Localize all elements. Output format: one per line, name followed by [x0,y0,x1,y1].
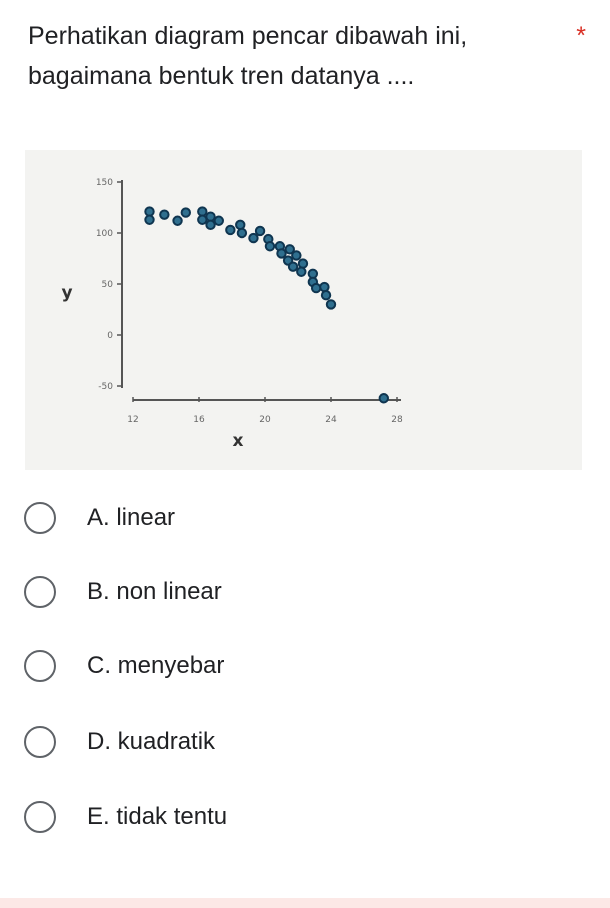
data-point [205,211,216,222]
y-tick-label: 0 [107,331,113,341]
question-text-line2: bagaimana bentuk tren datanya .... [28,62,415,90]
data-point [320,290,332,301]
option-label: C. menyebar [87,652,225,679]
x-tick-label: 24 [325,415,337,425]
radio-button[interactable] [24,801,56,833]
data-point [248,232,259,244]
data-point [144,214,155,225]
data-point [213,215,225,226]
scatter-chart-image: 150 100 50 0 -50 12 16 20 24 28 y x [25,150,582,470]
data-point [310,282,322,294]
data-point [291,250,302,261]
radio-button[interactable] [24,576,56,608]
radio-button[interactable] [24,502,56,534]
data-point [159,209,170,220]
data-point [325,299,337,310]
radio-button[interactable] [24,726,56,758]
data-point [172,215,183,226]
data-point [264,241,276,252]
data-point [235,219,246,231]
question-text-line1: Perhatikan diagram pencar dibawah ini, [28,22,468,50]
x-tick-label: 16 [193,415,205,425]
data-point [144,206,155,217]
y-tick-label: 150 [96,178,113,188]
data-point [307,268,319,280]
data-point [197,206,208,217]
option-label: E. tidak tentu [87,803,228,830]
data-point [297,258,309,269]
data-point [287,261,299,272]
bottom-divider [0,898,610,908]
data-point [296,266,307,277]
question-title: Perhatikan diagram pencar dibawah ini, b… [28,16,588,96]
data-point [276,248,287,259]
data-point [378,393,389,404]
option-e[interactable]: E. tidak tentu [24,797,227,837]
x-tick-label: 28 [391,415,403,425]
option-c[interactable]: C. menyebar [24,646,224,686]
required-marker: * [576,22,586,50]
data-point [319,281,330,293]
data-point [236,227,248,239]
data-point [197,214,208,225]
y-axis-label: y [61,283,72,303]
y-tick-label: -50 [98,382,113,392]
option-label: B. non linear [87,578,222,605]
data-point [180,207,192,218]
y-tick-label: 50 [102,280,114,290]
scatter-plot: 150 100 50 0 -50 12 16 20 24 28 y x [61,178,403,451]
option-label: A. linear [87,504,176,531]
x-axis-label: x [233,431,244,451]
radio-button[interactable] [24,650,56,682]
data-point [254,225,266,237]
data-point [225,224,236,236]
x-tick-label: 12 [127,415,138,425]
data-point [284,244,295,255]
data-point [205,219,216,231]
x-tick-label: 20 [259,415,271,425]
option-label: D. kuadratik [87,728,216,755]
option-a[interactable]: A. linear [24,498,175,538]
option-d[interactable]: D. kuadratik [24,722,215,762]
y-tick-label: 100 [96,229,113,239]
option-b[interactable]: B. non linear [24,572,222,612]
